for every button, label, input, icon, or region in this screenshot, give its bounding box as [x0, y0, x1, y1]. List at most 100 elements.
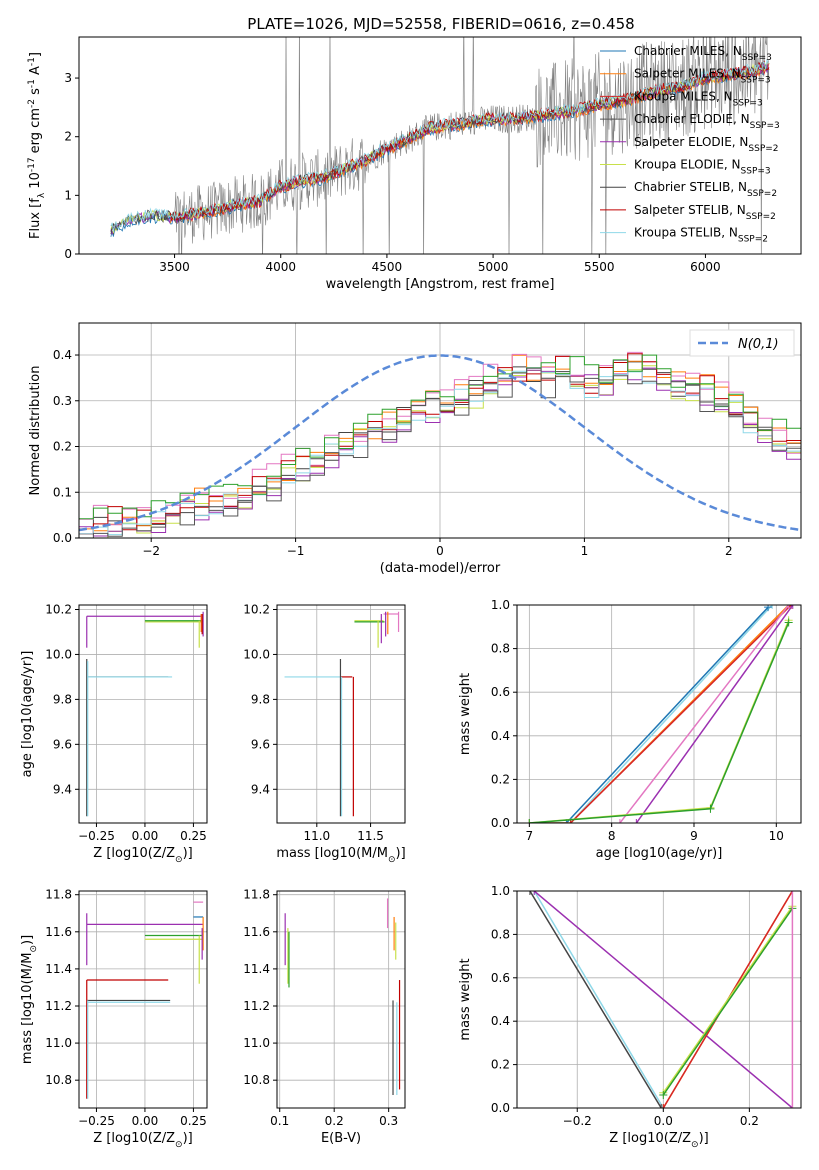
- x-tick-label: −0.2: [563, 1114, 592, 1128]
- y-tick-label: 0.8: [491, 642, 510, 656]
- weight-marker: [784, 605, 793, 609]
- y-axis-label: mass [log10(M/M⊙)]: [20, 935, 39, 1064]
- x-axis-label: Z [log10(Z/Z⊙)]: [609, 1131, 708, 1150]
- y-tick-label: 9.8: [251, 692, 270, 706]
- plot-area: [517, 891, 801, 1108]
- x-axis-label: (data-model)/error: [380, 561, 501, 576]
- plot-area: [79, 891, 207, 1108]
- y-tick-label: 0.4: [491, 1014, 510, 1028]
- y-tick-label: 1: [64, 188, 72, 202]
- chart-residuals: N(0,1) −2 −1 0 1 2 0.0 0.1 0.2 0.3 0.4 (data-model)…: [28, 322, 802, 576]
- axes-frame: [276, 604, 406, 824]
- weight-line: [529, 891, 662, 1108]
- weight-marker: [525, 891, 534, 895]
- x-tick-label: 0.2: [740, 1114, 759, 1128]
- x-axis-label: wavelength [Angstrom, rest frame]: [326, 277, 555, 292]
- y-tick-label: 0.2: [491, 1058, 510, 1072]
- y-axis-label: Flux [fλ 10-17 erg cm-2 s-1 A-1]: [27, 52, 47, 239]
- legend-label: Kroupa MILES, NSSP=3: [634, 89, 763, 108]
- weight-line: [529, 605, 773, 823]
- y-tick-label: 11.2: [243, 999, 270, 1013]
- y-tick-label: 0.4: [53, 348, 72, 362]
- y-tick-label: 11.0: [243, 1036, 270, 1050]
- chart-weight-vs-Z: −0.2 0.0 0.2 0.0 0.2 0.4 0.6 0.8 1.0 Z [log10(Z/Z…: [458, 884, 802, 1150]
- axes-frame: [78, 890, 208, 1109]
- x-tick-label: 0.0: [654, 1114, 673, 1128]
- y-tick-label: 0.6: [491, 971, 510, 985]
- plot-content: [525, 605, 797, 823]
- x-tick-label: −0.25: [78, 829, 115, 843]
- histogram-step: [79, 367, 801, 538]
- plot-content: [86, 901, 204, 1099]
- y-tick-label: 0.4: [491, 729, 510, 743]
- axes-frame: [516, 604, 802, 824]
- x-axis-label: Z [log10(Z/Z⊙)]: [93, 1131, 192, 1150]
- x-tick-label: 0.2: [325, 1114, 344, 1128]
- weight-marker: [530, 891, 539, 895]
- y-tick-label: 10.2: [243, 602, 270, 616]
- x-tick-label: 4500: [372, 260, 403, 274]
- x-tick-label: 6000: [690, 260, 721, 274]
- y-tick-label: 0.3: [53, 394, 72, 408]
- chart-age-vs-mass: 11.0 11.5 9.4 9.6 9.8 10.0 10.2 mass [log10(M/M…: [243, 602, 405, 865]
- y-tick-label: 0: [64, 247, 72, 261]
- x-tick-label: 3500: [159, 260, 190, 274]
- weight-line: [635, 605, 794, 823]
- y-tick-label: 10.8: [45, 1073, 72, 1087]
- y-tick-label: 0.1: [53, 485, 72, 499]
- y-tick-label: 9.6: [53, 737, 72, 751]
- y-tick-label: 1.0: [491, 884, 510, 898]
- weight-line: [662, 907, 794, 1096]
- legend-label: Chabrier ELODIE, NSSP=3: [634, 112, 780, 131]
- y-tick-label: 0.0: [491, 1101, 510, 1115]
- x-tick-label: 0.25: [180, 829, 207, 843]
- plot-area: [79, 605, 207, 823]
- x-tick-label: 0: [436, 544, 444, 558]
- y-tick-label: 0.2: [53, 440, 72, 454]
- legend-label: Salpeter ELODIE, NSSP=2: [634, 135, 779, 154]
- y-tick-label: 10.2: [45, 602, 72, 616]
- y-tick-label: 11.6: [243, 925, 270, 939]
- y-tick-label: 1.0: [491, 598, 510, 612]
- y-tick-label: 9.4: [53, 782, 72, 796]
- x-tick-label: 10: [769, 829, 784, 843]
- y-tick-label: 11.4: [45, 962, 72, 976]
- legend-label: N(0,1): [738, 337, 779, 352]
- weight-marker: [784, 618, 793, 627]
- axes-frame: [78, 604, 208, 824]
- x-tick-label: 9: [690, 829, 698, 843]
- y-tick-label: 2: [64, 130, 72, 144]
- x-tick-label: 11.5: [357, 829, 384, 843]
- x-axis-label: Z [log10(Z/Z⊙)]: [93, 846, 192, 865]
- weight-marker: [525, 819, 534, 823]
- x-tick-label: 0.1: [270, 1114, 289, 1128]
- y-tick-label: 0.6: [491, 685, 510, 699]
- x-tick-label: 8: [608, 829, 616, 843]
- x-tick-label: 4000: [265, 260, 296, 274]
- chart-mass-vs-Z: −0.25 0.00 0.25 10.8 11.0 11.2 11.4 11.6 11.8 Z […: [20, 888, 208, 1150]
- x-tick-label: 5000: [478, 260, 509, 274]
- weight-line: [533, 891, 664, 1108]
- legend-label: Chabrier MILES, NSSP=3: [634, 44, 772, 63]
- weight-marker: [706, 804, 715, 813]
- y-tick-label: 0.8: [491, 927, 510, 941]
- plot-content: [284, 898, 401, 1096]
- plot-content: [284, 611, 400, 817]
- x-axis-label: mass [log10(M/M⊙)]: [276, 846, 405, 865]
- x-tick-label: 0.00: [132, 829, 159, 843]
- y-tick-label: 0.2: [491, 772, 510, 786]
- x-tick-label: 0.25: [180, 1114, 207, 1128]
- y-tick-label: 11.8: [45, 888, 72, 902]
- axes-frame: [276, 890, 406, 1109]
- axes-frame: [78, 36, 802, 255]
- y-tick-label: 3: [64, 71, 72, 85]
- y-tick-label: 10.0: [243, 647, 270, 661]
- x-tick-label: −2: [142, 544, 160, 558]
- weight-marker: [657, 1104, 666, 1108]
- y-axis-label: Normed distribution: [28, 366, 43, 496]
- y-tick-label: 0.0: [53, 531, 72, 545]
- x-tick-label: 0.3: [379, 1114, 398, 1128]
- x-tick-label: 2: [725, 544, 733, 558]
- y-tick-label: 9.4: [251, 782, 270, 796]
